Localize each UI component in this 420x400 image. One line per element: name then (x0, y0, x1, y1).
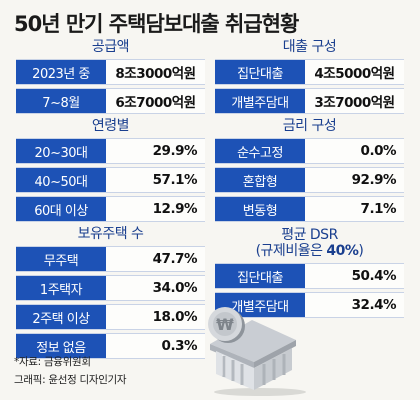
row-label: 변동형 (215, 197, 305, 221)
section-heading: 공급액 (91, 39, 130, 55)
dsr-heading-line1: 평균 DSR (281, 227, 338, 243)
table-row: 집단대출 4조5000억원 (215, 59, 404, 85)
row-label: 집단대출 (215, 60, 305, 84)
row-value: 47.7% (152, 251, 198, 267)
table-row: 무주택 47.7% (16, 246, 205, 272)
page-title: 50년 만기 주택담보대출 취급현황 (14, 12, 299, 36)
row-value: 29.9% (152, 143, 198, 159)
row-label: 무주택 (16, 247, 106, 271)
row-value: 8조3000억원 (115, 66, 196, 82)
section-heading: 대출 구성 (282, 39, 337, 55)
table-row: 개별주담대 32.4% (215, 292, 404, 318)
table-row: 60대 이상 12.9% (16, 196, 205, 222)
row-label: 20~30대 (16, 139, 106, 163)
row-label: 40~50대 (16, 168, 106, 192)
table-row: 20~30대 29.9% (16, 138, 205, 164)
section-dsr: 평균 DSR (규제비율은 40%) 집단대출 50.4% 개별주담대 32.4… (215, 227, 404, 318)
dsr-regulation-ratio: 40% (326, 243, 359, 259)
row-value: 6조7000억원 (115, 95, 196, 111)
dsr-regulation-prefix: (규제비율은 (255, 243, 327, 259)
section-loan-type: 대출 구성 집단대출 4조5000억원 개별주담대 3조7000억원 (215, 40, 404, 114)
table-row: 2023년 중 8조3000억원 (16, 59, 205, 85)
row-label: 개별주담대 (215, 89, 305, 113)
row-label: 2023년 중 (16, 60, 106, 84)
table-row: 개별주담대 3조7000억원 (215, 88, 404, 114)
row-value: 34.0% (152, 280, 198, 296)
row-value: 7.1% (360, 201, 397, 217)
dsr-heading-line2: (규제비율은 40%) (215, 243, 404, 259)
table-row: 2주택 이상 18.0% (16, 304, 205, 330)
row-value: 3조7000억원 (314, 95, 395, 111)
row-value: 50.4% (351, 268, 397, 284)
table-row: 순수고정 0.0% (215, 138, 404, 164)
row-label: 정보 없음 (16, 334, 106, 358)
section-rate: 금리 구성 순수고정 0.0% 혼합형 92.9% 변동형 7.1% (215, 119, 404, 222)
table-row: 40~50대 57.1% (16, 167, 205, 193)
section-age: 연령별 20~30대 29.9% 40~50대 57.1% 60대 이상 12.… (16, 119, 205, 222)
row-label: 1주택자 (16, 276, 106, 300)
section-heading: 평균 DSR (규제비율은 40%) (215, 227, 404, 259)
row-label: 60대 이상 (16, 197, 106, 221)
section-houses: 보유주택 수 무주택 47.7% 1주택자 34.0% 2주택 이상 18.0%… (16, 227, 205, 359)
table-row: 집단대출 50.4% (215, 263, 404, 289)
won-coin-symbol: ₩ (216, 315, 234, 334)
row-value: 18.0% (152, 309, 198, 325)
table-row: 7~8월 6조7000억원 (16, 88, 205, 114)
row-value: 0.3% (161, 338, 198, 354)
bank-building-icon: ₩ (188, 296, 308, 396)
table-row: 정보 없음 0.3% (16, 333, 205, 359)
table-row: 혼합형 92.9% (215, 167, 404, 193)
row-label: 7~8월 (16, 89, 106, 113)
row-value: 92.9% (351, 172, 397, 188)
dsr-regulation-suffix: ) (358, 243, 364, 259)
section-heading: 보유주택 수 (77, 226, 144, 242)
row-value: 4조5000억원 (314, 66, 395, 82)
table-row: 1주택자 34.0% (16, 275, 205, 301)
row-value: 0.0% (360, 143, 397, 159)
section-supply: 공급액 2023년 중 8조3000억원 7~8월 6조7000억원 (16, 40, 205, 114)
section-heading: 금리 구성 (282, 118, 337, 134)
row-value: 12.9% (152, 201, 198, 217)
row-label: 혼합형 (215, 168, 305, 192)
table-row: 변동형 7.1% (215, 196, 404, 222)
credit-note: 그래픽: 윤선정 디자인기자 (14, 374, 127, 386)
row-label: 집단대출 (215, 264, 305, 288)
row-label: 순수고정 (215, 139, 305, 163)
row-label: 2주택 이상 (16, 305, 106, 329)
row-value: 57.1% (152, 172, 198, 188)
source-note: *자료: 금융위원회 (14, 356, 91, 368)
section-heading: 연령별 (91, 118, 130, 134)
row-value: 32.4% (351, 297, 397, 313)
